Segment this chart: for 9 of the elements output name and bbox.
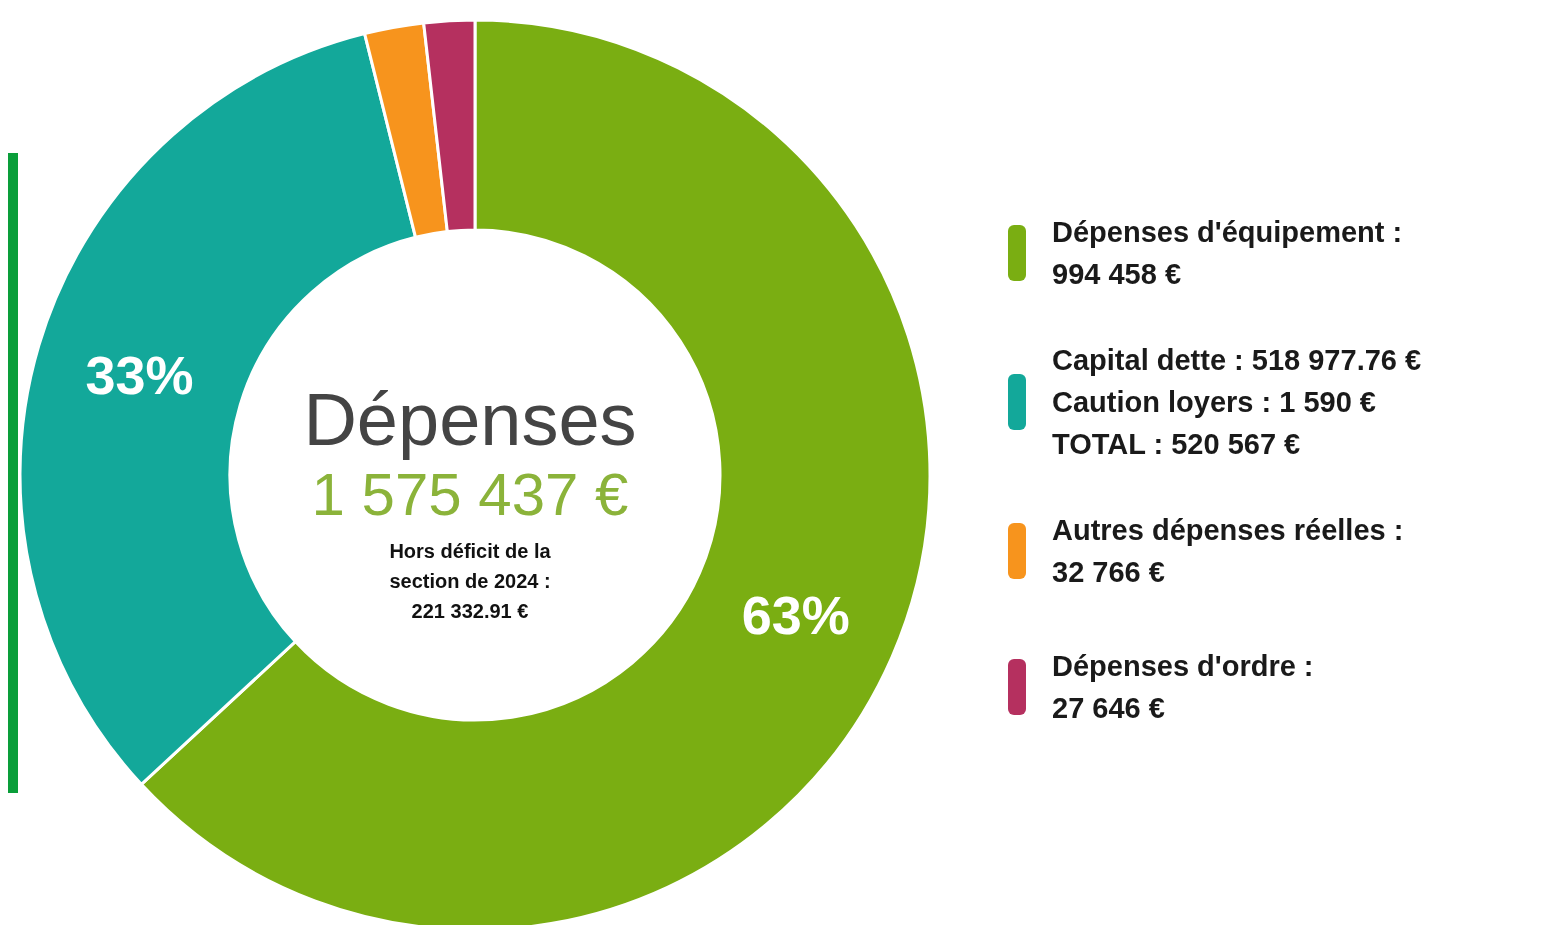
- legend-label: Dépenses d'équipement : 994 458 €: [1052, 215, 1403, 292]
- text: 1 575 437 €: [310, 460, 630, 530]
- text: Hors déficit de la section de 2024 : 221 332.91 €: [388, 539, 552, 624]
- legend-label: Capital dette : 518 977.76 € Caution loyers : 1 590 € TOTAL : 520 567 €: [1052, 343, 1422, 462]
- data-label: 63%: [741, 585, 850, 646]
- text: Dépenses: [302, 378, 638, 461]
- legend-label: Dépenses d'ordre : 27 646 €: [1052, 649, 1314, 726]
- legend-label: Autres dépenses réelles : 32 766 €: [1052, 513, 1404, 590]
- data-label: 33%: [85, 345, 194, 406]
